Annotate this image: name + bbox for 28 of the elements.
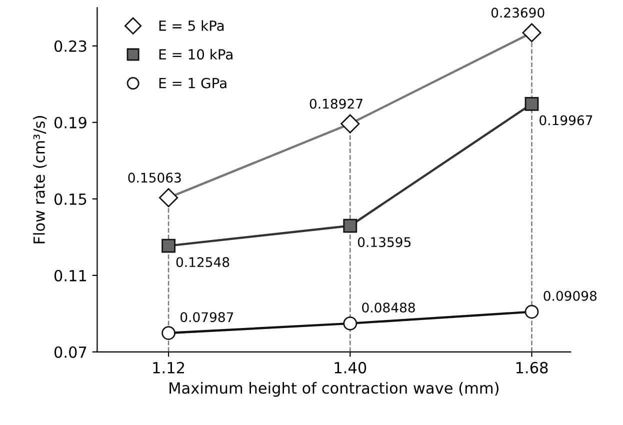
data-label: 0.18927	[310, 98, 362, 109]
x-tick-label: 1.12	[153, 362, 184, 374]
y-tick-label: 0.19	[54, 116, 86, 128]
x-axis-title: Maximum height of contraction wave (mm)	[170, 382, 498, 397]
x-tick-label: 1.68	[516, 362, 548, 374]
point	[343, 316, 358, 330]
point	[162, 326, 176, 340]
point	[524, 96, 539, 111]
point	[343, 218, 358, 233]
y-tick-label: 0.07	[54, 346, 86, 358]
data-label: 0.07987	[180, 312, 234, 322]
point	[162, 238, 176, 253]
data-label: 0.09098	[544, 290, 597, 301]
legend-label: E = 1 GPa	[159, 78, 226, 88]
legend-label: E = 10 kPa	[159, 48, 232, 60]
y-tick-label: 0.15	[54, 193, 86, 205]
point	[524, 304, 539, 319]
data-label: 0.08488	[362, 302, 415, 313]
y-tick-label: 0.11	[54, 270, 86, 282]
data-label: 0.23690	[491, 8, 544, 18]
y-tick-label: 0.23	[54, 40, 86, 52]
legend-label: E = 5 kPa	[159, 20, 224, 31]
data-label: 0.19967	[540, 115, 592, 126]
data-label: 0.13595	[358, 237, 410, 248]
data-label: 0.15063	[128, 172, 181, 183]
y-axis-title: Flow rate (cm³/s)	[33, 116, 47, 244]
data-label: 0.12548	[176, 257, 230, 268]
x-tick-label: 1.40	[334, 362, 366, 374]
